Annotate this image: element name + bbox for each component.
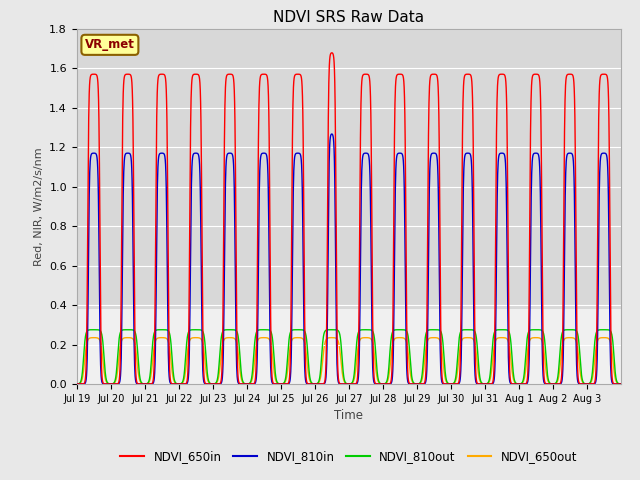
Legend: NDVI_650in, NDVI_810in, NDVI_810out, NDVI_650out: NDVI_650in, NDVI_810in, NDVI_810out, NDV… <box>116 445 582 468</box>
X-axis label: Time: Time <box>334 409 364 422</box>
Y-axis label: Red, NIR, W/m2/s/nm: Red, NIR, W/m2/s/nm <box>34 147 44 266</box>
Bar <box>77 29 621 309</box>
Title: NDVI SRS Raw Data: NDVI SRS Raw Data <box>273 10 424 25</box>
Text: VR_met: VR_met <box>85 38 135 51</box>
